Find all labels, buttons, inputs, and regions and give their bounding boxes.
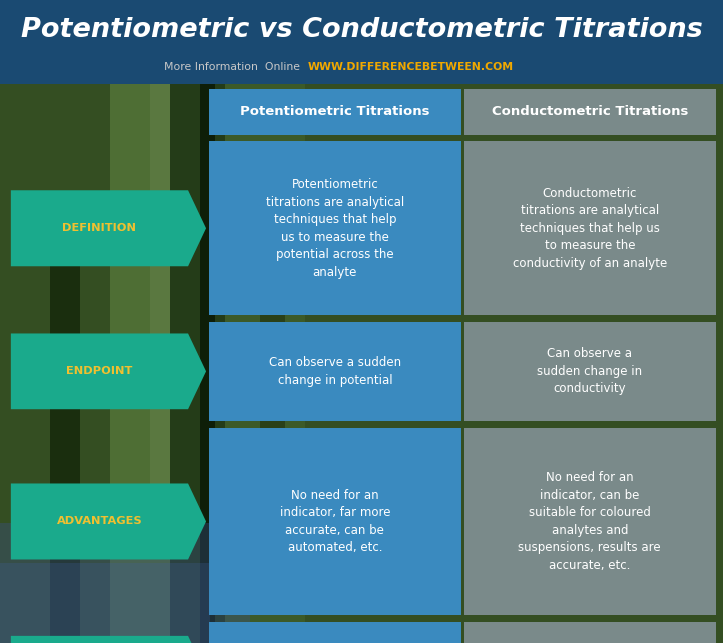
Text: DEFINITION: DEFINITION	[62, 223, 137, 233]
Bar	[305, 0, 723, 643]
Bar	[464, 322, 716, 421]
Bar	[464, 428, 716, 615]
Text: No need for an
indicator, can be
suitable for coloured
analytes and
suspensions,: No need for an indicator, can be suitabl…	[518, 471, 661, 572]
Bar	[0, 0, 110, 643]
Text: Potentiometric Titrations: Potentiometric Titrations	[240, 105, 429, 118]
Bar	[464, 141, 716, 315]
Polygon shape	[11, 636, 206, 643]
Bar	[0, 523, 250, 643]
Bar	[209, 141, 461, 315]
Polygon shape	[11, 484, 206, 559]
Bar	[209, 622, 461, 643]
Bar	[50, 257, 80, 643]
Bar	[209, 428, 461, 615]
Bar	[0, 0, 723, 84]
Polygon shape	[11, 334, 206, 409]
Bar	[209, 322, 461, 421]
Bar	[170, 0, 225, 643]
Bar	[464, 89, 716, 135]
Text: Can observe a sudden
change in potential: Can observe a sudden change in potential	[269, 356, 401, 386]
Text: Can observe a
sudden change in
conductivity: Can observe a sudden change in conductiv…	[537, 347, 642, 395]
Text: More Information  Online: More Information Online	[164, 62, 300, 72]
Polygon shape	[11, 190, 206, 266]
Bar	[150, 28, 170, 543]
Text: ENDPOINT: ENDPOINT	[67, 367, 132, 376]
Text: Potentiometric vs Conductometric Titrations: Potentiometric vs Conductometric Titrati…	[21, 17, 702, 43]
Bar	[260, 271, 285, 593]
Bar	[464, 622, 716, 643]
Bar	[0, 563, 210, 643]
Text: Conductometric Titrations: Conductometric Titrations	[492, 105, 688, 118]
Bar	[200, 0, 215, 643]
Text: WWW.DIFFERENCEBETWEEN.COM: WWW.DIFFERENCEBETWEEN.COM	[307, 62, 513, 72]
Bar	[225, 0, 305, 643]
Text: Potentiometric
titrations are analytical
techniques that help
us to measure the
: Potentiometric titrations are analytical…	[266, 178, 404, 278]
Bar	[209, 89, 461, 135]
Text: ADVANTAGES: ADVANTAGES	[56, 516, 142, 527]
Bar	[110, 0, 170, 643]
Text: No need for an
indicator, far more
accurate, can be
automated, etc.: No need for an indicator, far more accur…	[280, 489, 390, 554]
Text: Conductometric
titrations are analytical
techniques that help us
to measure the
: Conductometric titrations are analytical…	[513, 186, 667, 270]
